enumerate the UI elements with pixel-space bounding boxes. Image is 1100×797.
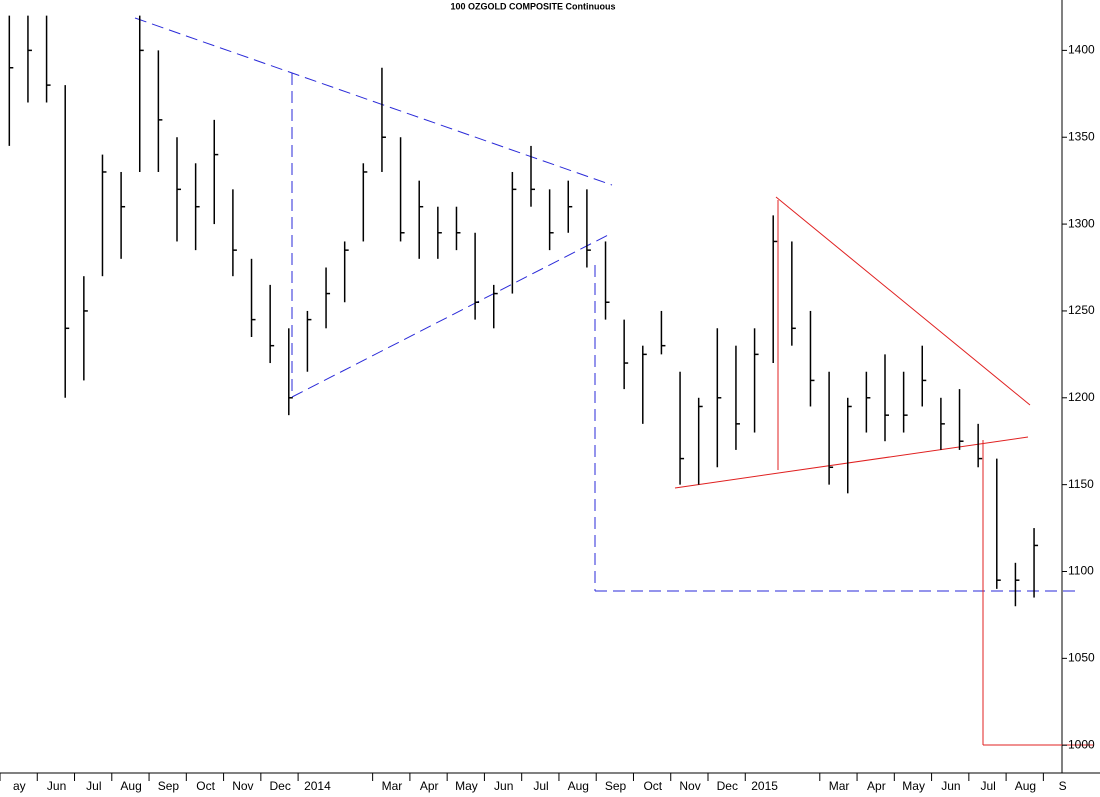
x-tick-label: Jul: [86, 779, 101, 793]
x-tick-label: ay: [13, 779, 26, 793]
x-tick-label: Aug: [568, 779, 589, 793]
trendline: [291, 232, 613, 398]
x-tick-label: Aug: [120, 779, 141, 793]
y-tick-label: 1300: [1068, 216, 1095, 230]
y-tick-label: 1250: [1068, 303, 1095, 317]
y-tick-label: 1000: [1068, 737, 1095, 751]
x-tick-label: Mar: [829, 779, 850, 793]
y-tick-label: 1400: [1068, 43, 1095, 57]
trendline: [775, 196, 1031, 406]
trendlines: [134, 17, 1093, 746]
x-tick-label: Jun: [494, 779, 513, 793]
x-tick-label: Nov: [232, 779, 253, 793]
x-tick-label: Dec: [717, 779, 738, 793]
x-tick-label: Nov: [679, 779, 700, 793]
x-tick-label: Aug: [1015, 779, 1036, 793]
trendline: [134, 17, 613, 186]
x-tick-label: Apr: [420, 779, 439, 793]
y-tick-label: 1150: [1068, 477, 1094, 491]
x-tick-label: 2015: [751, 779, 778, 793]
x-tick-label: Mar: [382, 779, 403, 793]
x-tick-label: Jul: [980, 779, 995, 793]
x-tick-label: Dec: [269, 779, 290, 793]
x-tick-label: May: [902, 779, 925, 793]
y-tick-label: 1050: [1068, 651, 1095, 665]
x-tick-label: 2014: [304, 779, 331, 793]
trendline: [674, 436, 1029, 489]
x-tick-label: May: [455, 779, 478, 793]
x-tick-label: Oct: [196, 779, 215, 793]
y-tick-label: 1100: [1068, 564, 1094, 578]
x-tick-label: Jul: [533, 779, 548, 793]
chart-title: 100 OZGOLD COMPOSITE Continuous: [450, 1, 615, 11]
x-tick-label: S: [1059, 779, 1067, 793]
x-tick-label: Apr: [867, 779, 886, 793]
x-tick-label: Oct: [643, 779, 662, 793]
x-tick-label: Sep: [605, 779, 627, 793]
x-tick-label: Sep: [158, 779, 180, 793]
y-tick-label: 1350: [1068, 129, 1095, 143]
y-tick-label: 1200: [1068, 390, 1095, 404]
x-tick-label: Jun: [941, 779, 960, 793]
x-tick-label: Jun: [47, 779, 66, 793]
